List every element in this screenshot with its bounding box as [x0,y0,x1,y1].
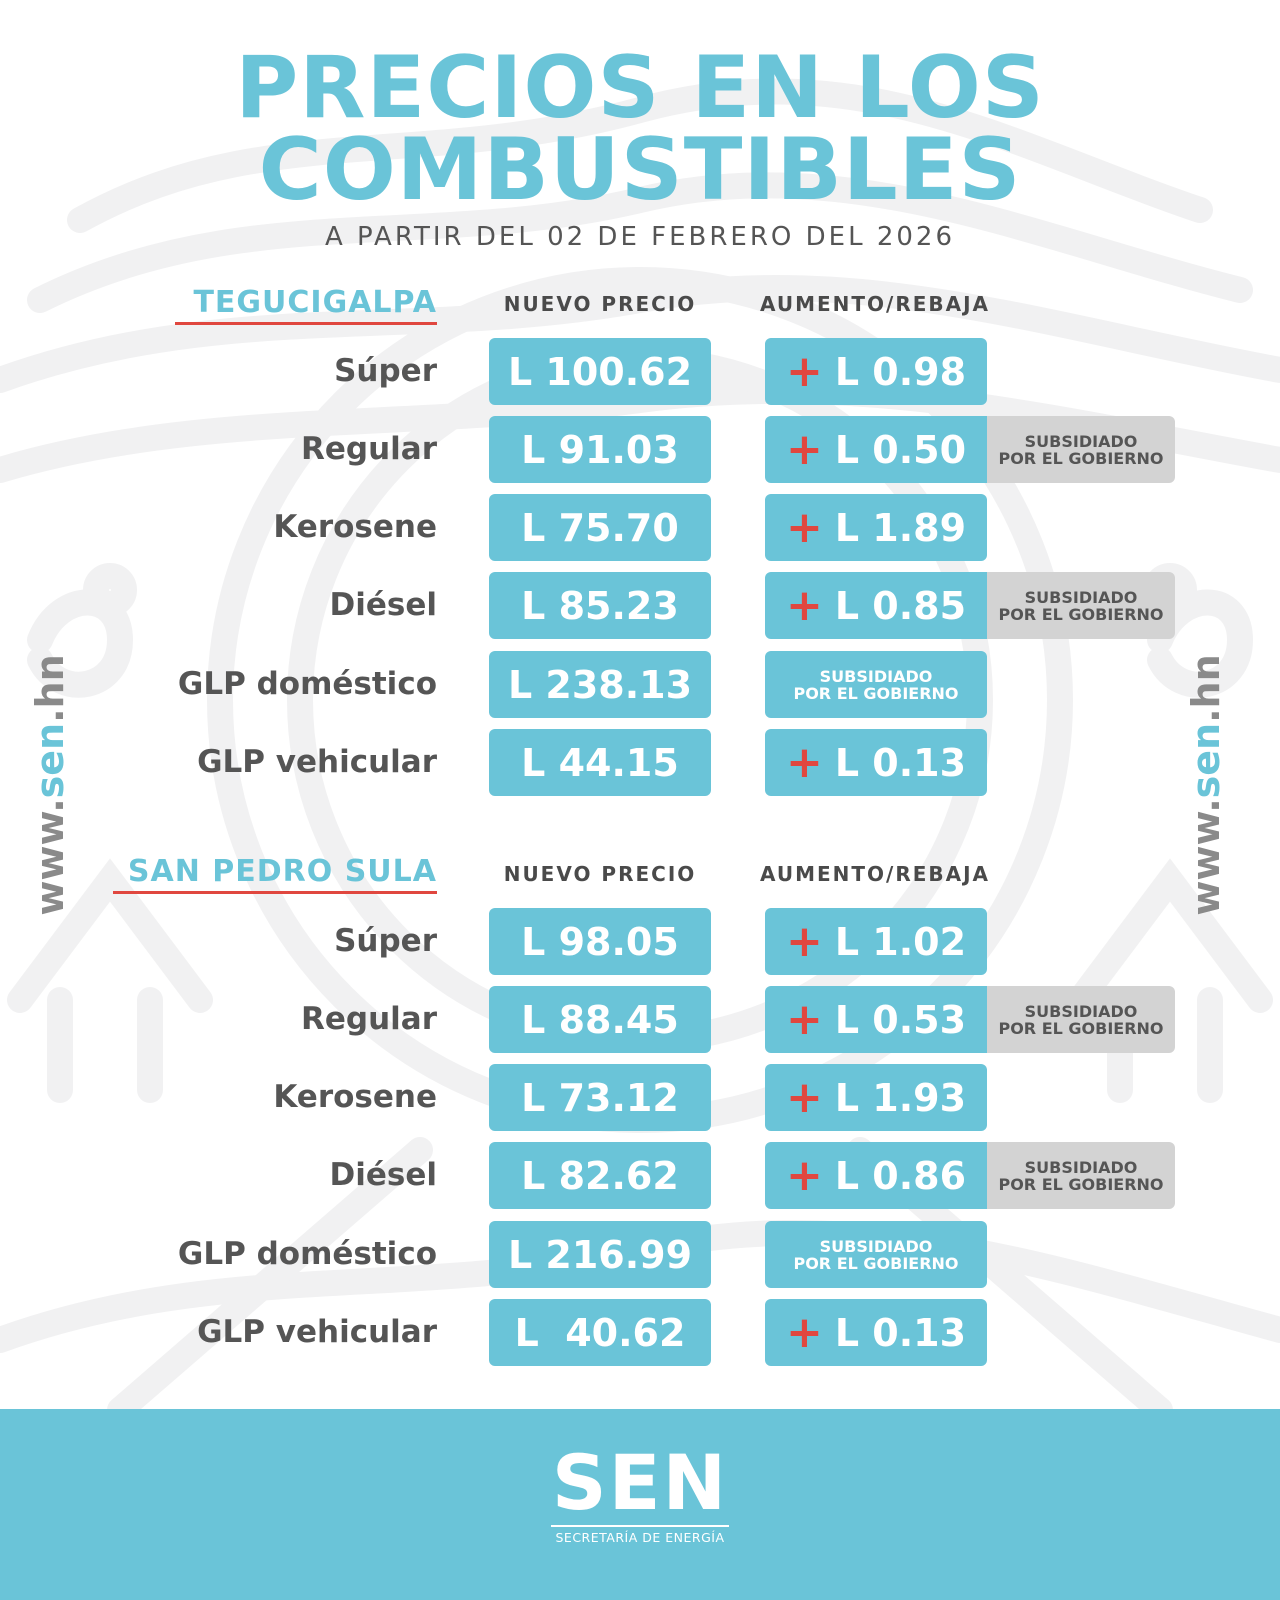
logo-divider [551,1525,729,1527]
subsidy-change-box: SUBSIDIADO POR EL GOBIERNO [765,651,987,718]
increase-plus-icon: + [785,1306,823,1358]
price-box: L 88.45 [489,986,711,1053]
fuel-label-super: Súper [334,923,437,959]
fuel-label-kerosene: Kerosene [273,1079,437,1115]
column-header-new-price: NUEVO PRECIO [503,292,697,316]
increase-plus-icon: + [785,736,823,788]
fuel-label-regular: Regular [301,1001,437,1037]
price-box: L 100.62 [489,338,711,405]
subsidy-badge: SUBSIDIADO POR EL GOBIERNO [987,416,1175,483]
price-box: L 98.05 [489,908,711,975]
price-box: L 44.15 [489,729,711,796]
city-heading-san-pedro-sula: SAN PEDRO SULA [127,854,437,889]
city-underline [175,322,437,325]
price-box: L 73.12 [489,1064,711,1131]
change-box: + L 0.13 [765,1299,987,1366]
increase-plus-icon: + [785,579,823,631]
subsidy-badge: SUBSIDIADO POR EL GOBIERNO [987,572,1175,639]
price-box: L 75.70 [489,494,711,561]
fuel-label-diesel: Diésel [329,1157,438,1193]
subsidy-badge: SUBSIDIADO POR EL GOBIERNO [987,986,1175,1053]
change-box: + L 0.53 [765,986,987,1053]
increase-plus-icon: + [785,993,823,1045]
change-box: + L 1.93 [765,1064,987,1131]
price-box: L 85.23 [489,572,711,639]
increase-plus-icon: + [785,423,823,475]
increase-plus-icon: + [785,915,823,967]
sen-logo: SEN [551,1438,729,1527]
city-underline [113,891,437,894]
price-box: L 238.13 [489,651,711,718]
fuel-label-glp-vehicular: GLP vehicular [197,744,437,780]
fuel-label-regular: Regular [301,431,437,467]
website-url-left[interactable]: www.sen.hn [28,654,72,916]
footer-band: SEN SECRETARÍA DE ENERGÍA [0,1409,1280,1600]
fuel-label-glp-vehicular: GLP vehicular [197,1314,437,1350]
fuel-label-kerosene: Kerosene [273,509,437,545]
column-header-new-price: NUEVO PRECIO [503,862,697,886]
change-box: + L 0.50 [765,416,987,483]
city-heading-tegucigalpa: TEGUCIGALPA [193,285,437,320]
fuel-label-super: Súper [334,353,437,389]
change-box: + L 0.98 [765,338,987,405]
price-box: L 216.99 [489,1221,711,1288]
change-box: + L 1.02 [765,908,987,975]
sen-logo-subtitle: SECRETARÍA DE ENERGÍA [555,1530,725,1545]
price-box: L 40.62 [489,1299,711,1366]
effective-date-subtitle: A PARTIR DEL 02 DE FEBRERO DEL 2026 [324,222,956,252]
page-title-line2: COMBUSTIBLES [258,120,1022,220]
change-box: + L 0.86 [765,1142,987,1209]
price-box: L 91.03 [489,416,711,483]
column-header-change: AUMENTO/REBAJA [759,862,991,886]
subsidy-change-box: SUBSIDIADO POR EL GOBIERNO [765,1221,987,1288]
increase-plus-icon: + [785,1149,823,1201]
website-url-right[interactable]: www.sen.hn [1184,654,1228,916]
increase-plus-icon: + [785,345,823,397]
column-header-change: AUMENTO/REBAJA [759,292,991,316]
fuel-label-diesel: Diésel [329,587,438,623]
increase-plus-icon: + [785,501,823,553]
subsidy-badge: SUBSIDIADO POR EL GOBIERNO [987,1142,1175,1209]
increase-plus-icon: + [785,1071,823,1123]
change-box: + L 0.13 [765,729,987,796]
fuel-label-glp-domestico: GLP doméstico [177,666,437,702]
page-title-line1: PRECIOS EN LOS [235,38,1045,138]
change-box: + L 0.85 [765,572,987,639]
change-box: + L 1.89 [765,494,987,561]
fuel-label-glp-domestico: GLP doméstico [177,1236,437,1272]
price-box: L 82.62 [489,1142,711,1209]
